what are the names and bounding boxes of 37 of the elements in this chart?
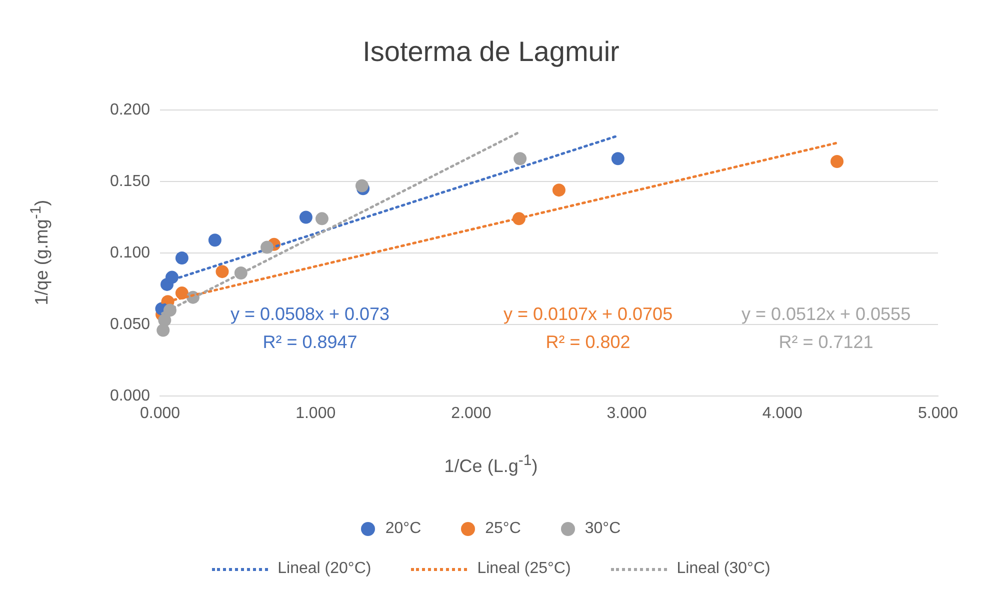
y-tick-label: 0.150 [110, 172, 150, 190]
legend-label: Lineal (30°C) [676, 560, 770, 578]
legend-label: 20°C [385, 520, 422, 538]
y-tick-label: 0.000 [110, 387, 150, 404]
y-tick-label: 0.200 [110, 101, 150, 118]
x-tick-label: 0.000 [140, 405, 180, 422]
x-tick-label: 3.000 [606, 405, 647, 422]
point [299, 210, 312, 224]
legend-label: 30°C [584, 520, 621, 538]
point [158, 314, 172, 327]
point [260, 240, 274, 254]
legend-label: 25°C [485, 520, 521, 538]
point [611, 152, 624, 166]
point [830, 154, 844, 168]
annotation: y = 0.0107x + 0.0705 [503, 304, 673, 324]
y-tick-label: 0.100 [110, 244, 150, 262]
x-axis-title: 1/Ce (L.g$^{-1}$) [443, 452, 539, 477]
annotation: y = 0.0508x + 0.073 [230, 304, 390, 324]
x-tick-label: 5.000 [918, 405, 958, 422]
x-tick-label: 1.000 [296, 405, 336, 422]
annotation: R² = 0.7121 [778, 332, 874, 352]
point [175, 252, 188, 265]
annotation: R² = 0.802 [546, 332, 630, 352]
point [514, 152, 527, 166]
legend-label: Lineal (25°C) [477, 560, 571, 578]
x-tick-label: 4.000 [762, 405, 803, 422]
chart-title: Isoterma de Lagmuir [362, 36, 620, 68]
point [216, 265, 229, 278]
point [208, 234, 222, 247]
point [552, 184, 566, 197]
point [315, 212, 328, 226]
annotation: y = 0.0512x + 0.0555 [741, 304, 911, 324]
annotation: R² = 0.8947 [262, 332, 358, 352]
x-tick-label: 2.000 [451, 405, 492, 422]
legend-label: Lineal (20°C) [278, 560, 372, 578]
point [355, 179, 368, 192]
y-tick-label: 0.050 [110, 316, 150, 333]
